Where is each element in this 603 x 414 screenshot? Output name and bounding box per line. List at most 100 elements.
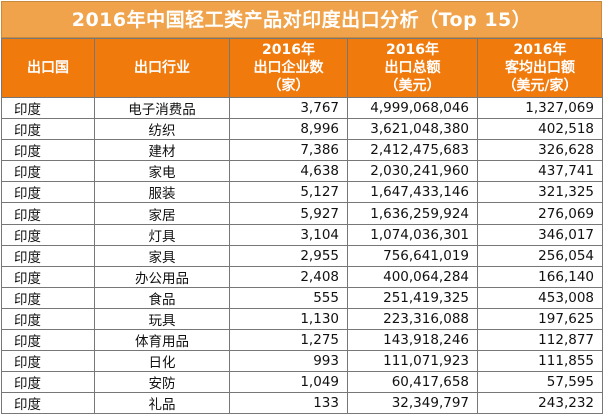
table-row: 印度 电子消费品 3,767 4,999,068,046 1,327,069 [1,96,603,120]
cell-avg: 112,877 [477,329,603,352]
cell-companies: 2,408 [229,265,348,288]
cell-total: 3,621,048,380 [347,118,478,141]
cell-avg: 276,069 [477,202,603,225]
cell-industry: 电子消费品 [94,96,230,120]
table-row: 印度 灯具 3,104 1,074,036,301 346,017 [1,223,603,246]
cell-industry: 家电 [94,160,230,183]
cell-avg: 243,232 [477,392,603,414]
cell-country: 印度 [1,286,95,309]
cell-companies: 1,130 [229,307,348,331]
header-total: 2016年 出口总额 （美元） [347,38,478,98]
header-companies-line: 2016年 [262,42,315,58]
cell-avg: 111,855 [477,350,603,373]
cell-companies: 5,927 [229,202,348,225]
cell-total: 223,316,088 [347,307,478,331]
header-companies-line: 出口企业数 [253,60,324,76]
table-row: 印度 家具 2,955 756,641,019 256,054 [1,244,603,267]
cell-companies: 1,275 [229,329,348,352]
cell-companies: 4,638 [229,160,348,183]
cell-total: 400,064,284 [347,265,478,288]
cell-avg: 453,008 [477,286,603,309]
header-companies: 2016年 出口企业数 （家） [229,38,348,98]
cell-industry: 家具 [94,244,230,267]
cell-industry: 礼品 [94,392,230,414]
cell-industry: 体育用品 [94,329,230,352]
cell-industry: 建材 [94,139,230,162]
cell-total: 1,636,259,924 [347,202,478,225]
cell-country: 印度 [1,223,95,246]
cell-country: 印度 [1,160,95,183]
header-row: 出口国 出口行业 2016年 出口企业数 （家） 2016年 出口总额 （美元）… [1,38,603,98]
cell-country: 印度 [1,244,95,267]
table-row: 印度 玩具 1,130 223,316,088 197,625 [1,307,603,331]
cell-country: 印度 [1,202,95,225]
cell-total: 32,349,797 [347,392,478,414]
cell-companies: 8,996 [229,118,348,141]
cell-companies: 7,386 [229,139,348,162]
header-avg-line: 客均出口额 [505,60,575,76]
cell-country: 印度 [1,350,95,373]
cell-industry: 服装 [94,181,230,204]
cell-avg: 321,325 [477,181,603,204]
cell-total: 1,647,433,146 [347,181,478,204]
cell-total: 251,419,325 [347,286,478,309]
cell-industry: 灯具 [94,223,230,246]
cell-avg: 166,140 [477,265,603,288]
cell-total: 756,641,019 [347,244,478,267]
cell-total: 60,417,658 [347,371,478,394]
cell-avg: 57,595 [477,371,603,394]
cell-avg: 326,628 [477,139,603,162]
cell-industry: 玩具 [94,307,230,331]
header-industry: 出口行业 [94,38,230,98]
cell-industry: 日化 [94,350,230,373]
header-avg-line: （美元/家） [502,78,578,94]
cell-country: 印度 [1,96,95,120]
table-row: 印度 服装 5,127 1,647,433,146 321,325 [1,181,603,204]
cell-total: 4,999,068,046 [347,96,478,120]
cell-avg: 1,327,069 [477,96,603,120]
table-row: 印度 办公用品 2,408 400,064,284 166,140 [1,265,603,288]
cell-country: 印度 [1,139,95,162]
cell-companies: 3,104 [229,223,348,246]
table-row: 印度 体育用品 1,275 143,918,246 112,877 [1,329,603,352]
cell-avg: 197,625 [477,307,603,331]
cell-total: 111,071,923 [347,350,478,373]
table-row: 印度 家电 4,638 2,030,241,960 437,741 [1,160,603,183]
header-total-line: （美元） [384,78,441,94]
cell-total: 2,412,475,683 [347,139,478,162]
header-companies-line: （家） [267,78,310,94]
header-country: 出口国 [1,38,95,98]
table-body: 印度 电子消费品 3,767 4,999,068,046 1,327,069 印度 纺织 8,… [1,96,603,414]
cell-companies: 2,955 [229,244,348,267]
cell-companies: 1,049 [229,371,348,394]
cell-companies: 555 [229,286,348,309]
cell-companies: 133 [229,392,348,414]
cell-industry: 安防 [94,371,230,394]
cell-country: 印度 [1,181,95,204]
cell-avg: 256,054 [477,244,603,267]
cell-industry: 纺织 [94,118,230,141]
cell-industry: 食品 [94,286,230,309]
header-avg-line: 2016年 [513,42,567,58]
cell-country: 印度 [1,392,95,414]
table-row: 印度 建材 7,386 2,412,475,683 326,628 [1,139,603,162]
cell-avg: 346,017 [477,223,603,246]
table-row: 印度 家居 5,927 1,636,259,924 276,069 [1,202,603,225]
header-total-line: 出口总额 [384,60,441,76]
table-row: 印度 食品 555 251,419,325 453,008 [1,286,603,309]
cell-country: 印度 [1,371,95,394]
cell-total: 143,918,246 [347,329,478,352]
cell-total: 1,074,036,301 [347,223,478,246]
cell-avg: 402,518 [477,118,603,141]
cell-total: 2,030,241,960 [347,160,478,183]
cell-industry: 办公用品 [94,265,230,288]
table-row: 印度 纺织 8,996 3,621,048,380 402,518 [1,118,603,141]
table-row: 印度 日化 993 111,071,923 111,855 [1,350,603,373]
table-row: 印度 安防 1,049 60,417,658 57,595 [1,371,603,394]
cell-country: 印度 [1,329,95,352]
table-row: 印度 礼品 133 32,349,797 243,232 [1,392,603,414]
table-title: 2016年中国轻工类产品对印度出口分析（Top 15） [1,1,602,38]
export-table: 出口国 出口行业 2016年 出口企业数 （家） 2016年 出口总额 （美元）… [1,38,603,414]
cell-companies: 993 [229,350,348,373]
